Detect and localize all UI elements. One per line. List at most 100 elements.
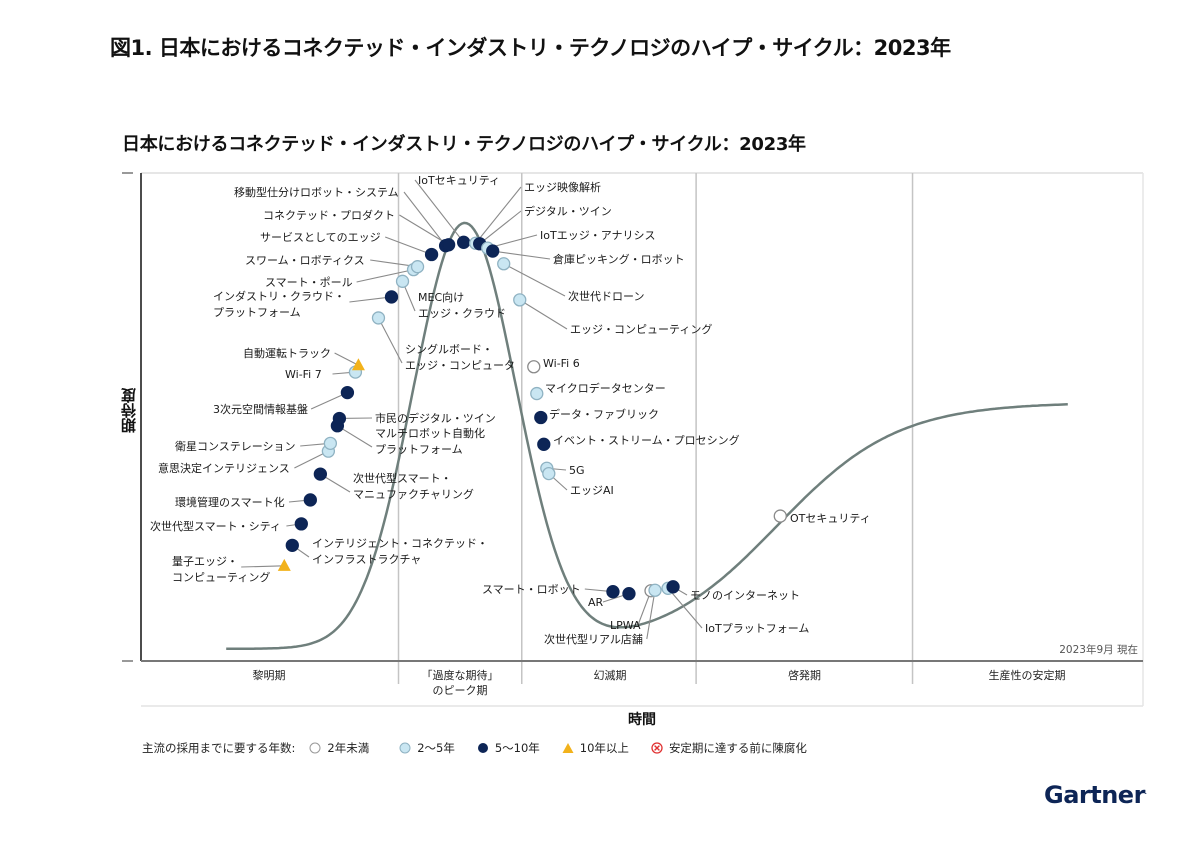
leader-line (334, 352, 359, 366)
point-marker (285, 538, 299, 552)
point-label: モノのインターネット (690, 589, 800, 602)
point-marker (666, 580, 680, 594)
point-marker (497, 257, 511, 271)
leader-line (241, 565, 285, 568)
point-label-line2: プラットフォーム (213, 306, 301, 319)
point-label: エッジAI (570, 484, 614, 497)
legend-item-gt10: 10年以上 (562, 740, 629, 756)
point-label: 倉庫ピッキング・ロボット (553, 252, 685, 266)
point-label: MEC向け (418, 290, 464, 304)
markers-layer (277, 235, 787, 601)
point-marker (622, 587, 636, 601)
point-label: デジタル・ツイン (524, 204, 612, 218)
point-label: 量子エッジ・ (172, 555, 238, 568)
point-marker (513, 293, 527, 307)
point-label: LPWA (610, 619, 641, 632)
point-label-line2: プラットフォーム (375, 443, 463, 456)
legend-item-2to5: 2〜5年 (399, 740, 455, 756)
legend-item-5to10: 5〜10年 (477, 740, 540, 756)
leader-line (667, 587, 703, 629)
leader-line (646, 590, 656, 640)
point-marker (340, 385, 355, 400)
point-label: 移動型仕分けロボット・システム (234, 185, 399, 199)
point-label: マイクロデータセンター (545, 381, 666, 395)
leader-line (479, 210, 522, 245)
point-label: 自動運転トラック (243, 346, 331, 360)
point-label: 環境管理のスマート化 (175, 495, 285, 509)
point-label-line2: コンピューティング (172, 570, 270, 584)
point-label: 次世代ドローン (568, 289, 644, 303)
hype-curve (226, 221, 1068, 651)
phase-label-trough: 幻滅期 (593, 669, 627, 682)
point-marker (332, 411, 347, 426)
point-label: OTセキュリティ (790, 512, 871, 525)
phase-label-peak: 「過度な期待」 のピーク期 (421, 669, 499, 697)
point-label: 衛星コンステレーション (175, 440, 296, 453)
point-label: シングルボード・ (405, 342, 493, 356)
point-marker-triangle (277, 558, 291, 571)
point-marker (537, 437, 551, 451)
point-labels-layer: 量子エッジ・コンピューティング インテリジェント・コネクテッド・インフラストラクチ… (150, 174, 871, 646)
point-marker (410, 260, 425, 274)
point-label: 市民のデジタル・ツイン (375, 411, 496, 425)
leader-line (399, 214, 449, 246)
phase-label-slope: 啓発期 (788, 669, 821, 682)
point-label: 次世代型スマート・シティ (150, 519, 281, 533)
point-label: エッジ映像解析 (524, 180, 601, 194)
point-label: インダストリ・クラウド・ (213, 289, 345, 303)
plot-frame (122, 172, 1144, 707)
figure-title: 図1. 日本におけるコネクテッド・インダストリ・テクノロジのハイプ・サイクル：2… (110, 36, 951, 60)
leader-line (403, 191, 447, 247)
x-axis-label: 時間 (628, 712, 656, 728)
point-label-line2: インフラストラクチャ (312, 553, 421, 566)
point-marker (534, 410, 548, 425)
point-label: スワーム・ロボティクス (245, 254, 365, 267)
point-marker (323, 436, 338, 451)
point-label: 意思決定インテリジェンス (158, 461, 290, 475)
point-marker (648, 583, 662, 597)
point-label: AR (588, 596, 604, 609)
legend-item-obsolete: 安定期に達する前に陳腐化 (651, 740, 807, 756)
point-marker (384, 290, 399, 304)
leader-line (519, 299, 568, 330)
point-marker (773, 509, 787, 523)
point-marker (456, 235, 471, 249)
navy-circle-icon (477, 743, 488, 753)
point-label-line2: マニュファクチャリング (353, 487, 474, 501)
legend-title: 主流の採用までに要する年数: (142, 741, 296, 755)
point-marker (395, 274, 410, 288)
leader-line (349, 296, 392, 303)
point-marker (313, 467, 328, 481)
point-label: IoTセキュリティ (418, 174, 500, 187)
y-axis-label: 期待度 (120, 388, 138, 433)
phase-label-plateau: 生産性の安定期 (988, 669, 1066, 682)
legend: 主流の採用までに要する年数: 2年未満 2〜5年 5〜10年 10年以上 安定期… (142, 740, 807, 756)
point-marker (294, 517, 308, 531)
leader-line (385, 236, 432, 256)
point-label: データ・ファブリック (549, 407, 659, 421)
point-marker (530, 386, 544, 401)
point-marker (424, 247, 439, 262)
point-label: IoTプラットフォーム (705, 622, 809, 635)
point-marker (527, 360, 541, 374)
point-label: マルチロボット自動化 (375, 426, 485, 440)
leader-line (377, 317, 403, 364)
light-blue-circle-icon (399, 742, 411, 754)
point-label: サービスとしてのエッジ (260, 231, 381, 244)
point-label-line2: エッジ・コンピュータ (405, 359, 515, 372)
point-label: Wi-Fi 7 (285, 368, 322, 381)
leader-line (503, 263, 566, 297)
point-label: 次世代型リアル店舗 (544, 632, 643, 646)
point-label: エッジ・コンピューティング (570, 322, 712, 336)
hype-curve-layer (226, 221, 1068, 651)
leader-line (337, 425, 373, 448)
point-marker (542, 466, 556, 481)
point-label: スマート・ロボット (482, 583, 581, 596)
point-marker (303, 493, 317, 507)
white-circle-icon (309, 742, 321, 754)
leader-line (414, 179, 465, 243)
phase-label-innovation-trigger: 黎明期 (252, 669, 286, 682)
point-marker (606, 585, 620, 599)
point-label: コネクテッド・プロダクト (263, 208, 395, 222)
